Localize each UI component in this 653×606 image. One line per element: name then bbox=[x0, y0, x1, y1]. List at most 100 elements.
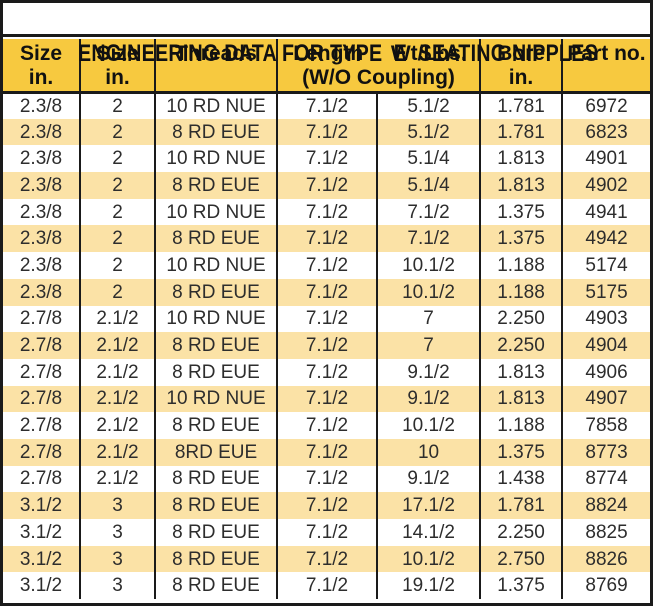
cell-size-1: 2.3/8 bbox=[3, 92, 80, 119]
cell-bore: 2.250 bbox=[479, 519, 563, 546]
cell-bore: 2.750 bbox=[479, 545, 563, 573]
cell-wt-lbs: 7 bbox=[375, 305, 481, 333]
table-row: 2.3/8 2 10 RD NUE 7.1/2 7.1/2 1.375 4941 bbox=[3, 198, 650, 226]
cell-wt-lbs: 9.1/2 bbox=[375, 385, 481, 413]
table-row: 3.1/2 3 8 RD EUE 7.1/2 14.1/2 2.250 8825 bbox=[3, 519, 650, 546]
cell-bore: 1.813 bbox=[479, 385, 563, 413]
cell-part-no: 4901 bbox=[561, 145, 650, 173]
cell-wt-lbs: 17.1/2 bbox=[375, 492, 481, 519]
cell-size-2: 2.1/2 bbox=[79, 358, 155, 386]
cell-part-no: 5174 bbox=[561, 252, 650, 279]
cell-length: 7.1/2 bbox=[276, 332, 377, 359]
table-row: 3.1/2 3 8 RD EUE 7.1/2 17.1/2 1.781 8824 bbox=[3, 492, 650, 519]
cell-size-1: 2.7/8 bbox=[3, 412, 80, 439]
cell-bore: 1.781 bbox=[479, 118, 563, 146]
table-row: 2.7/8 2.1/2 10 RD NUE 7.1/2 9.1/2 1.813 … bbox=[3, 385, 650, 413]
cell-bore: 2.250 bbox=[479, 305, 563, 333]
cell-part-no: 7858 bbox=[561, 412, 650, 439]
table-row: 2.7/8 2.1/2 8 RD EUE 7.1/2 9.1/2 1.438 8… bbox=[3, 465, 650, 493]
table-row: 2.3/8 2 8 RD EUE 7.1/2 10.1/2 1.188 5175 bbox=[3, 278, 650, 306]
cell-bore: 2.250 bbox=[479, 332, 563, 359]
cell-wt-lbs: 5.1/4 bbox=[375, 172, 481, 199]
cell-threads: 8 RD EUE bbox=[154, 118, 277, 146]
cell-size-2: 2 bbox=[79, 145, 155, 173]
cell-length: 7.1/2 bbox=[276, 305, 377, 333]
cell-part-no: 4942 bbox=[561, 225, 650, 253]
header-line: Threads bbox=[175, 42, 257, 65]
header-line: in. bbox=[28, 66, 54, 89]
cell-threads: 10 RD NUE bbox=[154, 92, 277, 119]
cell-size-1: 2.3/8 bbox=[3, 172, 80, 199]
cell-part-no: 8773 bbox=[561, 438, 650, 466]
cell-wt-lbs: 9.1/2 bbox=[375, 465, 481, 493]
cell-length: 7.1/2 bbox=[276, 412, 377, 439]
cell-size-1: 2.7/8 bbox=[3, 305, 80, 333]
cell-size-1: 2.3/8 bbox=[3, 118, 80, 146]
col-header-part-no: Part no. bbox=[561, 39, 650, 94]
cell-length: 7.1/2 bbox=[276, 545, 377, 573]
cell-bore: 1.781 bbox=[479, 92, 563, 119]
cell-size-1: 3.1/2 bbox=[3, 519, 80, 546]
cell-size-1: 2.7/8 bbox=[3, 332, 80, 359]
cell-threads: 8 RD EUE bbox=[154, 358, 277, 386]
table-body: 2.3/8 2 10 RD NUE 7.1/2 5.1/2 1.781 6972… bbox=[3, 92, 650, 600]
cell-threads: 8 RD EUE bbox=[154, 332, 277, 359]
cell-size-1: 2.3/8 bbox=[3, 252, 80, 279]
cell-wt-lbs: 10.1/2 bbox=[375, 412, 481, 439]
cell-size-2: 2 bbox=[79, 118, 155, 146]
cell-length: 7.1/2 bbox=[276, 358, 377, 386]
col-header-threads: Threads bbox=[154, 39, 277, 94]
cell-size-1: 2.7/8 bbox=[3, 385, 80, 413]
cell-bore: 1.813 bbox=[479, 172, 563, 199]
cell-part-no: 4903 bbox=[561, 305, 650, 333]
cell-wt-lbs: 7.1/2 bbox=[375, 225, 481, 253]
col-header-length-wt: Length Wt/Lbs. (W/O Coupling) bbox=[275, 39, 481, 94]
cell-size-2: 3 bbox=[79, 572, 155, 600]
cell-length: 7.1/2 bbox=[276, 198, 377, 226]
header-line: Bore bbox=[497, 42, 545, 65]
cell-wt-lbs: 10.1/2 bbox=[375, 252, 481, 279]
cell-size-1: 2.7/8 bbox=[3, 438, 80, 466]
cell-length: 7.1/2 bbox=[276, 172, 377, 199]
table-row: 2.3/8 2 8 RD EUE 7.1/2 7.1/2 1.375 4942 bbox=[3, 225, 650, 253]
cell-threads: 8 RD EUE bbox=[154, 572, 277, 600]
cell-size-1: 2.3/8 bbox=[3, 225, 80, 253]
cell-length: 7.1/2 bbox=[276, 572, 377, 600]
header-line: in. bbox=[105, 66, 130, 89]
table-header: Size in. Size in. Threads Length Wt/Lbs.… bbox=[3, 39, 650, 94]
cell-size-2: 2.1/2 bbox=[79, 332, 155, 359]
table-row: 2.7/8 2.1/2 8 RD EUE 7.1/2 7 2.250 4904 bbox=[3, 332, 650, 359]
data-table: Size in. Size in. Threads Length Wt/Lbs.… bbox=[3, 39, 650, 600]
cell-length: 7.1/2 bbox=[276, 92, 377, 119]
header-row: Size in. Size in. Threads Length Wt/Lbs.… bbox=[3, 39, 650, 94]
cell-threads: 8 RD EUE bbox=[154, 412, 277, 439]
cell-size-1: 3.1/2 bbox=[3, 492, 80, 519]
header-line: Part no. bbox=[567, 42, 646, 65]
cell-wt-lbs: 10.1/2 bbox=[375, 545, 481, 573]
cell-part-no: 8774 bbox=[561, 465, 650, 493]
cell-size-2: 2.1/2 bbox=[79, 305, 155, 333]
cell-size-2: 2 bbox=[79, 92, 155, 119]
cell-threads: 8 RD EUE bbox=[154, 225, 277, 253]
col-header-bore: Bore in. bbox=[479, 39, 563, 94]
cell-threads: 10 RD NUE bbox=[154, 198, 277, 226]
cell-length: 7.1/2 bbox=[276, 278, 377, 306]
cell-threads: 8 RD EUE bbox=[154, 545, 277, 573]
cell-threads: 10 RD NUE bbox=[154, 145, 277, 173]
cell-length: 7.1/2 bbox=[276, 252, 377, 279]
cell-part-no: 8826 bbox=[561, 545, 650, 573]
cell-wt-lbs: 5.1/4 bbox=[375, 145, 481, 173]
cell-threads: 8 RD EUE bbox=[154, 465, 277, 493]
header-line: Size bbox=[96, 42, 139, 65]
cell-size-1: 2.3/8 bbox=[3, 278, 80, 306]
cell-size-1: 3.1/2 bbox=[3, 545, 80, 573]
title-bar: ENGINEERING DATA FOR TYPE E SEATING NIPP… bbox=[3, 3, 650, 67]
table-row: 2.7/8 2.1/2 8 RD EUE 7.1/2 10.1/2 1.188 … bbox=[3, 412, 650, 439]
cell-threads: 8 RD EUE bbox=[154, 519, 277, 546]
col-header-size-1: Size in. bbox=[3, 39, 80, 94]
cell-wt-lbs: 7.1/2 bbox=[375, 198, 481, 226]
cell-part-no: 4904 bbox=[561, 332, 650, 359]
page-title: ENGINEERING DATA FOR TYPE E SEATING NIPP… bbox=[77, 40, 598, 67]
cell-size-2: 2.1/2 bbox=[79, 385, 155, 413]
cell-wt-lbs: 10 bbox=[375, 438, 481, 466]
